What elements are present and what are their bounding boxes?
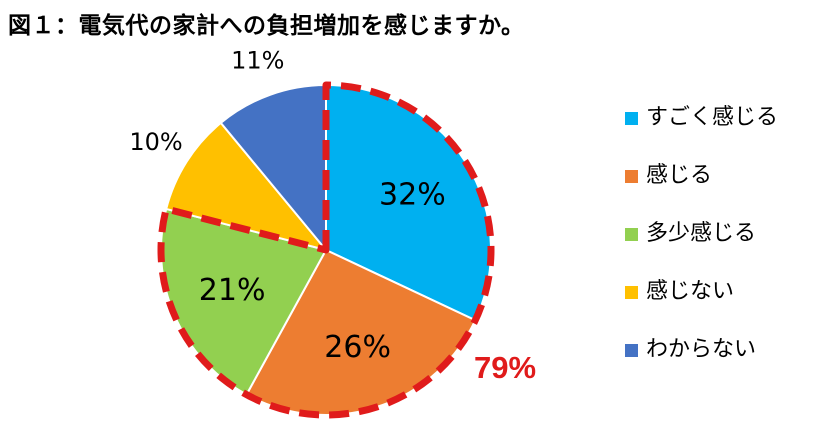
- legend-swatch: [625, 228, 638, 241]
- legend-label: わからない: [646, 337, 757, 362]
- legend-swatch: [625, 344, 638, 357]
- slice-label-2: 26%: [324, 330, 391, 365]
- legend-item-3: 多少感じる: [625, 216, 815, 274]
- highlight-outline: [157, 81, 495, 419]
- legend-label: 多少感じる: [646, 221, 757, 246]
- legend-swatch: [625, 286, 638, 299]
- slice-label-1: 32%: [379, 178, 446, 213]
- legend-item-5: わからない: [625, 332, 815, 390]
- legend-swatch: [625, 170, 638, 183]
- slice-label-3: 21%: [199, 273, 266, 308]
- highlight-total-label: 79%: [474, 350, 537, 385]
- highlight-dashed-outline: [157, 81, 495, 419]
- chart-title: 図１：電気代の家計への負担増加を感じますか。: [8, 13, 525, 39]
- legend-swatch: [625, 112, 638, 125]
- slice-5: [219, 83, 327, 253]
- slice-label-4: 10%: [129, 128, 182, 156]
- legend-item-1: すごく感じる: [625, 100, 815, 158]
- slice-labels: 32% 26% 21% 10% 11%: [129, 47, 445, 365]
- legend-item-4: 感じない: [625, 274, 815, 332]
- slice-label-5: 11%: [231, 47, 284, 75]
- legend: すごく感じる 感じる多少感じる感じないわからない: [625, 100, 815, 390]
- legend-item-2: 感じる: [625, 158, 815, 216]
- legend-label: 感じない: [646, 279, 735, 304]
- legend-label: 感じる: [646, 163, 713, 188]
- legend-label: すごく感じる: [646, 105, 779, 130]
